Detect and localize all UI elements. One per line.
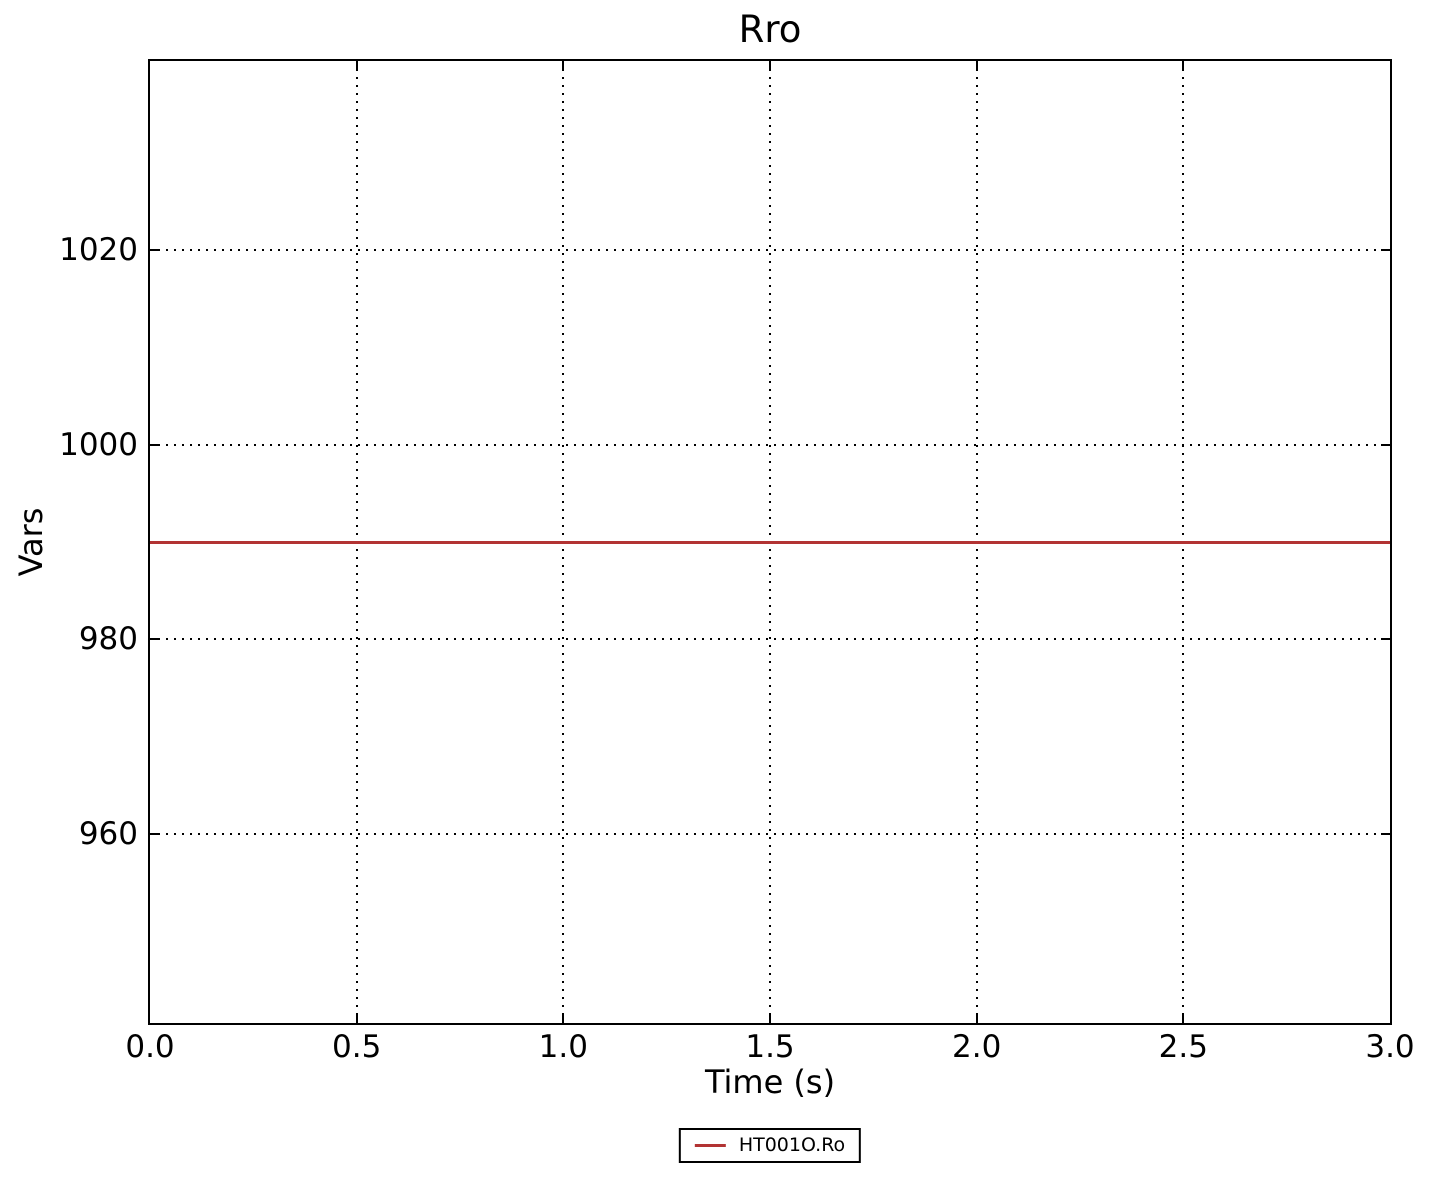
y-tick-mark-right (1381, 443, 1390, 446)
h-gridline (150, 443, 1390, 446)
y-tick-label: 1020 (59, 232, 138, 269)
y-tick-label: 960 (78, 815, 138, 852)
legend-label: HT001O.Ro (738, 1134, 846, 1156)
h-gridline (150, 249, 1390, 252)
legend: HT001O.Ro (678, 1128, 862, 1163)
chart-title: Rro (738, 8, 802, 51)
x-tick-mark-bottom (975, 1014, 978, 1023)
x-tick-mark-bottom (1182, 1014, 1185, 1023)
y-tick-label: 980 (78, 621, 138, 658)
x-tick-label: 1.0 (538, 1029, 588, 1065)
y-tick-label: 1000 (59, 426, 138, 463)
y-axis-label-text: Vars (12, 507, 50, 577)
x-tick-mark-top (355, 61, 358, 70)
y-tick-mark-right (1381, 249, 1390, 252)
x-tick-label: 2.5 (1158, 1029, 1208, 1065)
y-tick-mark-left (150, 249, 159, 252)
x-tick-mark-top (975, 61, 978, 70)
x-tick-label: 2.0 (952, 1029, 1002, 1065)
plot-area (148, 59, 1392, 1025)
y-tick-mark-right (1381, 638, 1390, 641)
x-tick-mark-top (562, 61, 565, 70)
x-tick-label: 0.5 (332, 1029, 382, 1065)
y-tick-mark-left (150, 832, 159, 835)
x-tick-label: 1.5 (745, 1029, 795, 1065)
x-tick-mark-bottom (355, 1014, 358, 1023)
legend-line-sample (694, 1143, 726, 1147)
y-tick-mark-left (150, 443, 159, 446)
y-tick-mark-right (1381, 832, 1390, 835)
data-series-line (150, 540, 1390, 544)
h-gridline (150, 832, 1390, 835)
y-tick-mark-left (150, 638, 159, 641)
x-axis-label: Time (s) (704, 1063, 836, 1101)
x-tick-mark-bottom (769, 1014, 771, 1023)
h-gridline (150, 638, 1390, 641)
x-tick-label: 0.0 (125, 1029, 175, 1065)
x-tick-mark-bottom (562, 1014, 565, 1023)
x-tick-label: 3.0 (1365, 1029, 1415, 1065)
x-tick-mark-top (769, 61, 771, 70)
x-tick-mark-top (1182, 61, 1185, 70)
